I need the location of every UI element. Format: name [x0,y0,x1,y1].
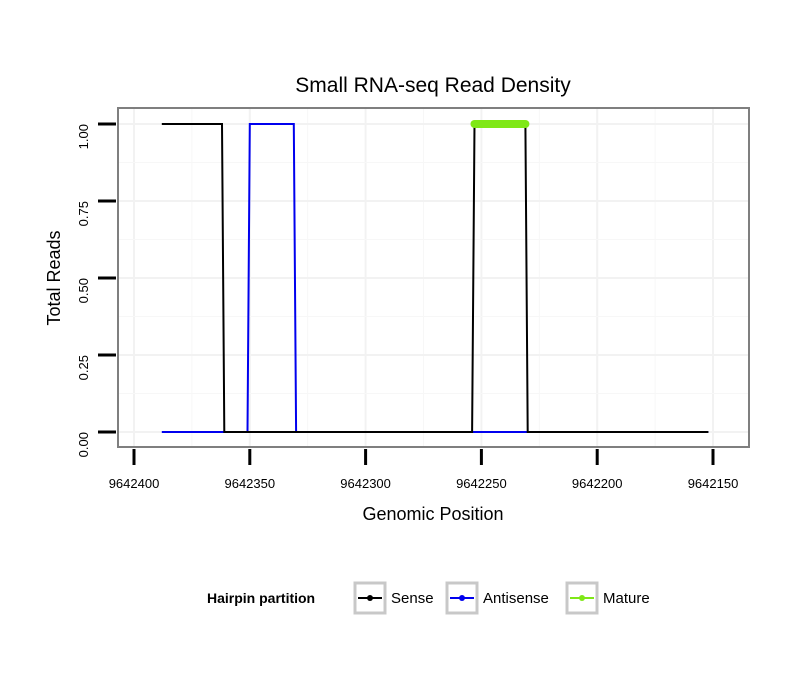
x-tick-label: 9642200 [572,476,623,491]
x-tick-label: 9642300 [340,476,391,491]
y-axis-title: Total Reads [44,230,64,325]
legend-key-point [459,595,465,601]
y-tick-label: 1.00 [76,124,91,149]
legend-label: Mature [603,590,650,607]
x-tick-label: 9642250 [456,476,507,491]
y-tick-label: 0.25 [76,355,91,380]
y-axis: 0.00 0.25 0.50 0.75 1.00 [76,122,116,457]
legend-label: Sense [391,590,434,607]
legend-item-sense: Sense [353,581,434,615]
y-tick-label: 0.00 [76,432,91,457]
y-tick-label: 0.50 [76,278,91,303]
chart-title: Small RNA-seq Read Density [295,74,571,97]
series [161,120,709,433]
legend-item-mature: Mature [565,581,650,615]
legend-item-antisense: Antisense [445,581,549,615]
x-tick-label: 9642150 [688,476,739,491]
legend-key-point [579,595,585,601]
legend-label: Antisense [483,590,549,607]
legend-key-point [367,595,373,601]
legend-title: Hairpin partition [207,590,315,606]
series-line-sense [161,123,709,433]
y-tick-label: 0.75 [76,201,91,226]
x-axis-title: Genomic Position [362,504,503,524]
x-axis: 9642400 9642350 9642300 9642250 9642200 96421… [109,449,739,491]
x-tick-label: 9642350 [224,476,275,491]
legend: Hairpin partition Sense Antisense Mature [207,581,650,615]
x-tick-label: 9642400 [109,476,160,491]
